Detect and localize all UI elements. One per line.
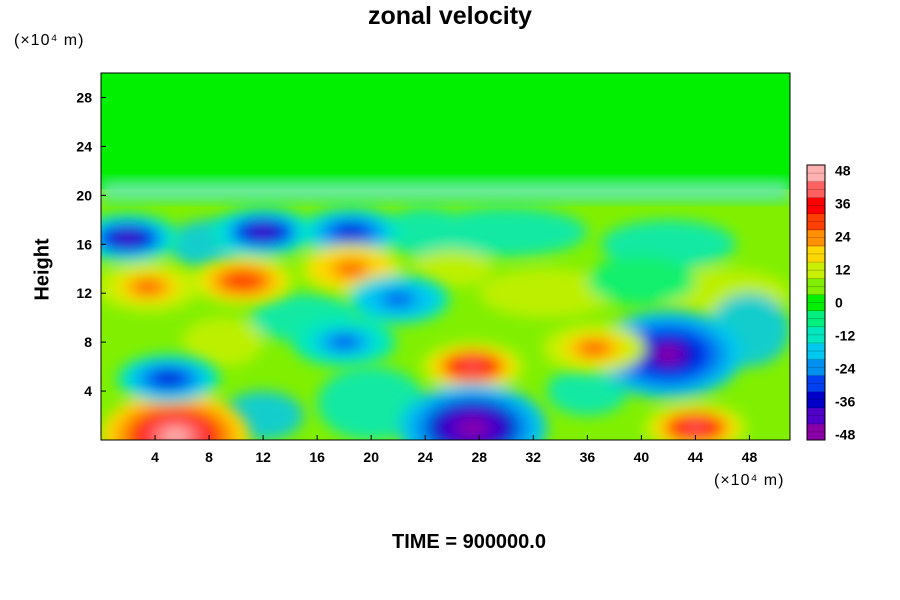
- colorbar-segment: [807, 375, 825, 392]
- texture-blob: [317, 366, 426, 440]
- texture-blob: [587, 256, 696, 306]
- x-tick-label: 16: [309, 449, 325, 465]
- texture-blob: [384, 207, 466, 257]
- y-tick-label: 12: [76, 285, 92, 301]
- feature-8: [340, 227, 362, 237]
- y-axis-unit: (×10⁴ m): [14, 32, 85, 49]
- colorbar-tick-label: 0: [835, 295, 843, 311]
- texture-blob: [411, 250, 493, 288]
- x-tick-label: 44: [688, 449, 704, 465]
- feature-5: [457, 418, 488, 437]
- feature-1: [160, 427, 191, 440]
- colorbar-tick-label: 12: [835, 262, 851, 278]
- feature-10: [340, 263, 362, 274]
- colorbar-segment: [807, 197, 825, 215]
- x-tick-label: 32: [526, 449, 542, 465]
- feature-9: [232, 276, 254, 286]
- x-tick-label: 8: [205, 449, 213, 465]
- y-tick-label: 20: [76, 187, 92, 203]
- feature-13: [333, 337, 355, 348]
- chart-title: zonal velocity: [368, 2, 532, 30]
- feature-7: [252, 227, 274, 237]
- colorbar-segment: [807, 423, 825, 441]
- x-tick-label: 40: [634, 449, 650, 465]
- feature-6: [117, 233, 139, 244]
- texture-blob: [600, 219, 736, 269]
- colorbar-segment: [807, 294, 825, 312]
- x-tick-label: 24: [417, 449, 433, 465]
- upper-field: [101, 73, 790, 190]
- colorbar-tick-label: -36: [835, 394, 855, 410]
- colorbar-frame: [806, 164, 826, 441]
- colorbar-segment: [807, 262, 825, 279]
- feature-0: [462, 361, 483, 372]
- colorbar-segment: [807, 359, 825, 376]
- colorbar-segment: [807, 213, 825, 231]
- texture-blob: [479, 268, 615, 318]
- colorbar-segment: [807, 245, 825, 263]
- y-tick-label: 24: [76, 138, 92, 154]
- x-tick-label: 36: [580, 449, 596, 465]
- band-yellow: [101, 186, 790, 191]
- colorbar-segment: [807, 229, 825, 247]
- colorbar-tick-label: -12: [835, 328, 855, 344]
- x-axis-unit: (×10⁴ m): [714, 472, 785, 489]
- x-tick-label: 48: [742, 449, 758, 465]
- colorbar-tick-label: 36: [835, 196, 851, 212]
- colorbar-tick-label: -48: [835, 427, 855, 443]
- colorbar-segment: [807, 310, 825, 328]
- features: [101, 207, 747, 440]
- x-tick-label: 20: [363, 449, 379, 465]
- colorbar-segment: [807, 391, 825, 409]
- texture-blob: [182, 317, 264, 367]
- colorbar-segment: [807, 165, 825, 182]
- y-tick-label: 28: [76, 89, 92, 105]
- colorbar-segment: [807, 407, 825, 425]
- colorbar-segment: [807, 342, 825, 360]
- colorbar-segment: [807, 278, 825, 295]
- y-tick-label: 8: [84, 334, 92, 350]
- colorbar-segment: [807, 181, 825, 198]
- x-tick-label: 12: [255, 449, 271, 465]
- heatmap-field: [101, 73, 790, 440]
- colorbar-tick-label: -24: [835, 361, 855, 377]
- colorbar-segment: [807, 326, 825, 344]
- feature-2: [685, 422, 706, 433]
- feature-11: [138, 282, 159, 292]
- colorbar-tick-label: 24: [835, 229, 851, 245]
- feature-12: [387, 294, 409, 305]
- y-tick-label: 16: [76, 236, 92, 252]
- transition-band: [101, 180, 790, 201]
- feature-14: [583, 343, 605, 354]
- x-tick-label: 28: [471, 449, 487, 465]
- feature-4: [158, 373, 179, 384]
- time-label: TIME = 900000.0: [392, 531, 546, 553]
- y-tick-label: 4: [84, 383, 92, 399]
- feature-3: [653, 345, 684, 364]
- texture-blob: [425, 207, 588, 257]
- colorbar-tick-label: 48: [835, 163, 851, 179]
- x-tick-label: 4: [151, 449, 159, 465]
- plot-frame: [100, 72, 791, 441]
